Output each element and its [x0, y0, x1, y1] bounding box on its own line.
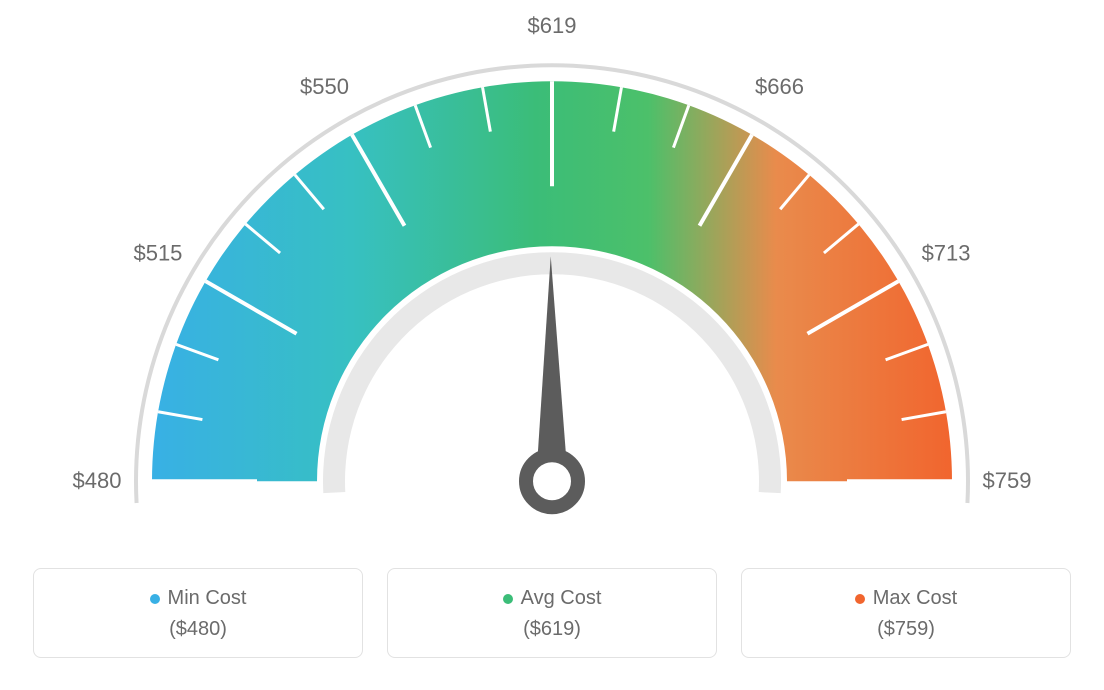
legend-value-avg: ($619) — [398, 618, 706, 641]
legend-value-min: ($480) — [44, 618, 352, 641]
gauge-tick-label: $480 — [73, 468, 122, 493]
legend-title-avg: Avg Cost — [398, 587, 706, 610]
legend-title-max: Max Cost — [752, 587, 1060, 610]
gauge-tick-label: $619 — [528, 13, 577, 38]
legend-label: Avg Cost — [521, 587, 602, 609]
legend-label: Max Cost — [873, 587, 957, 609]
legend-box-max: Max Cost ($759) — [741, 568, 1071, 658]
legend-value-max: ($759) — [752, 618, 1060, 641]
gauge-hub — [526, 455, 578, 507]
gauge-tick-label: $550 — [300, 74, 349, 99]
legend-title-min: Min Cost — [44, 587, 352, 610]
legend-box-min: Min Cost ($480) — [33, 568, 363, 658]
dot-icon — [855, 594, 865, 604]
legend-label: Min Cost — [168, 587, 247, 609]
legend-row: Min Cost ($480) Avg Cost ($619) Max Cost… — [0, 568, 1104, 658]
gauge-tick-label: $515 — [133, 241, 182, 266]
gauge-tick-label: $713 — [922, 241, 971, 266]
legend-box-avg: Avg Cost ($619) — [387, 568, 717, 658]
cost-gauge-chart: { "gauge": { "type": "gauge", "min_value… — [0, 0, 1104, 690]
gauge-needle — [536, 256, 568, 481]
gauge-area: $480 $515 $550 $619 $666 $713 $759 — [0, 0, 1104, 560]
gauge-svg: $480 $515 $550 $619 $666 $713 $759 — [22, 11, 1082, 571]
dot-icon — [503, 594, 513, 604]
gauge-tick-label: $759 — [983, 468, 1032, 493]
dot-icon — [150, 594, 160, 604]
gauge-tick-label: $666 — [755, 74, 804, 99]
